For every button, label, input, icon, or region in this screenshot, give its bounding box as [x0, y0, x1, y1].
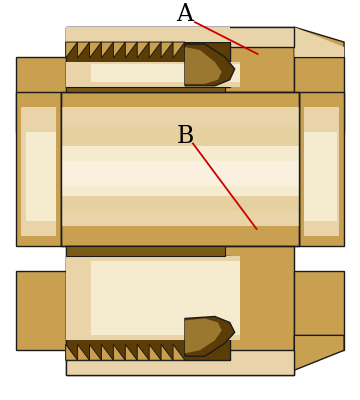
Polygon shape: [66, 87, 225, 92]
Polygon shape: [161, 42, 173, 58]
Polygon shape: [90, 261, 240, 335]
Polygon shape: [137, 42, 149, 58]
Polygon shape: [294, 27, 344, 57]
Polygon shape: [137, 344, 149, 360]
Polygon shape: [294, 271, 344, 350]
Polygon shape: [125, 42, 137, 58]
Polygon shape: [185, 44, 235, 86]
Polygon shape: [78, 344, 90, 360]
Polygon shape: [61, 126, 299, 211]
Polygon shape: [102, 344, 113, 360]
Polygon shape: [61, 161, 299, 186]
Polygon shape: [16, 57, 66, 132]
Text: B: B: [176, 125, 194, 148]
Polygon shape: [161, 344, 173, 360]
Polygon shape: [185, 47, 222, 84]
Polygon shape: [294, 57, 344, 132]
Polygon shape: [66, 246, 294, 375]
Polygon shape: [125, 344, 137, 360]
Polygon shape: [304, 132, 337, 221]
Polygon shape: [294, 335, 344, 370]
Polygon shape: [66, 344, 78, 360]
Polygon shape: [113, 42, 125, 58]
Polygon shape: [304, 107, 339, 236]
Polygon shape: [173, 344, 185, 360]
Polygon shape: [90, 42, 102, 58]
Polygon shape: [90, 344, 102, 360]
Polygon shape: [102, 42, 113, 58]
Text: A: A: [176, 3, 193, 26]
Polygon shape: [149, 42, 161, 58]
Polygon shape: [66, 27, 294, 47]
Polygon shape: [185, 318, 222, 353]
Polygon shape: [66, 42, 230, 87]
Polygon shape: [90, 64, 240, 82]
Polygon shape: [21, 107, 56, 236]
Polygon shape: [149, 344, 161, 360]
Polygon shape: [66, 246, 225, 256]
Polygon shape: [61, 107, 299, 226]
Polygon shape: [66, 27, 294, 92]
Polygon shape: [299, 92, 344, 246]
Polygon shape: [66, 62, 240, 87]
Polygon shape: [66, 256, 240, 340]
Polygon shape: [66, 350, 294, 375]
Polygon shape: [66, 27, 230, 42]
Polygon shape: [66, 42, 78, 58]
Polygon shape: [66, 256, 230, 360]
Polygon shape: [61, 92, 299, 246]
Polygon shape: [16, 92, 61, 246]
Polygon shape: [294, 27, 344, 57]
Polygon shape: [16, 271, 66, 350]
Polygon shape: [78, 42, 90, 58]
Polygon shape: [26, 132, 56, 221]
Polygon shape: [113, 344, 125, 360]
Polygon shape: [173, 42, 185, 58]
Polygon shape: [185, 316, 235, 356]
Polygon shape: [61, 146, 299, 196]
